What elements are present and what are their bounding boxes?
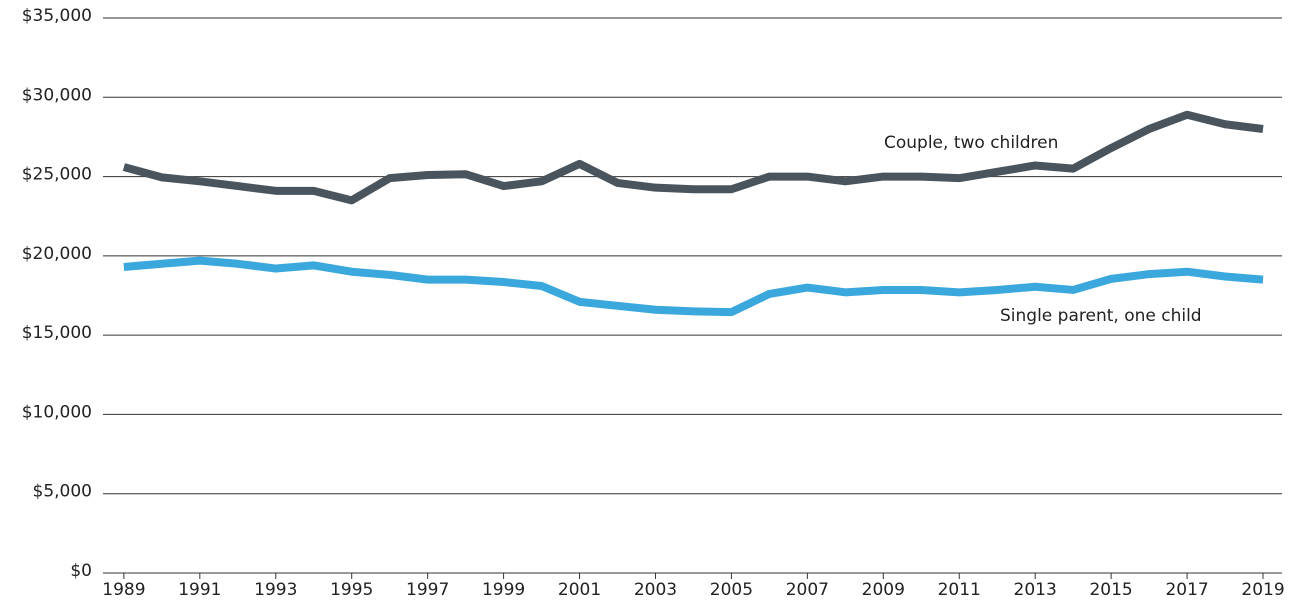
- y-tick-label: $30,000: [22, 85, 92, 105]
- y-tick-label: $35,000: [22, 6, 92, 26]
- x-tick-label: 2001: [558, 580, 601, 600]
- x-tick-label: 2017: [1165, 580, 1208, 600]
- x-tick-label: 2009: [862, 580, 905, 600]
- x-tick-label: 2011: [938, 580, 981, 600]
- x-tick-label: 2013: [1014, 580, 1057, 600]
- series-line: [123, 256, 1264, 317]
- x-tick-label: 1999: [482, 580, 525, 600]
- x-tick-label: 2019: [1241, 580, 1284, 600]
- x-tick-label: 1995: [330, 580, 373, 600]
- series-line: [122, 110, 1264, 205]
- y-tick-label: $15,000: [22, 323, 92, 343]
- y-tick-label: $0: [70, 561, 92, 581]
- x-tick-label: 2015: [1089, 580, 1132, 600]
- y-tick-label: $20,000: [22, 244, 92, 264]
- series-label: Single parent, one child: [1000, 306, 1202, 326]
- y-tick-label: $25,000: [22, 165, 92, 185]
- x-tick-label: 1993: [254, 580, 297, 600]
- x-tick-label: 1991: [178, 580, 221, 600]
- x-tick-label: 1989: [102, 580, 145, 600]
- x-tick-label: 1997: [406, 580, 449, 600]
- x-tick-label: 2003: [634, 580, 677, 600]
- x-tick-label: 2005: [710, 580, 753, 600]
- x-tick-label: 2007: [786, 580, 829, 600]
- y-tick-label: $10,000: [22, 402, 92, 422]
- y-tick-label: $5,000: [33, 482, 92, 502]
- series-label: Couple, two children: [884, 133, 1058, 153]
